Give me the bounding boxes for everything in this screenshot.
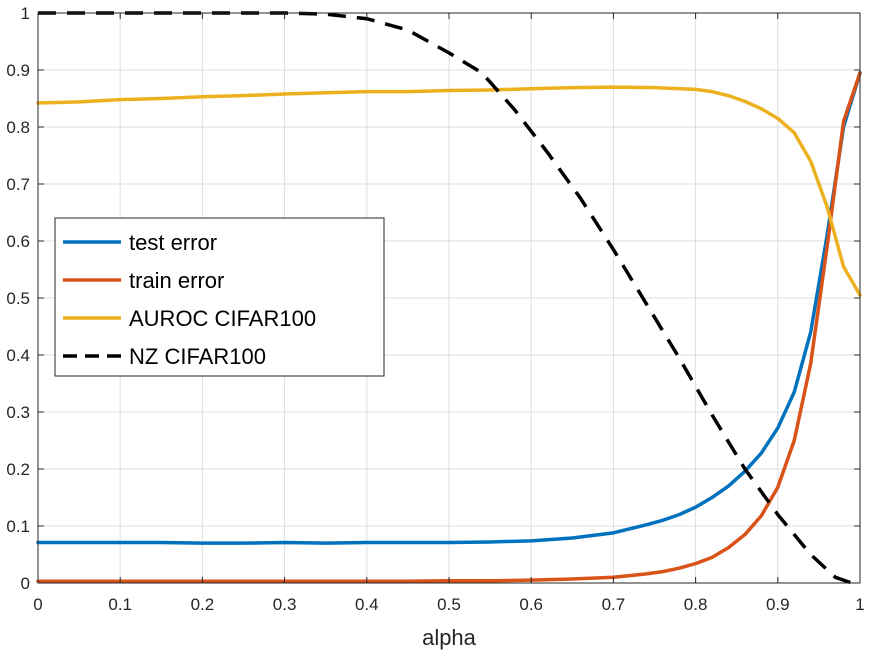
x-tick-label: 0.2: [191, 595, 215, 614]
y-tick-label: 0.6: [6, 232, 30, 251]
y-tick-label: 0.2: [6, 460, 30, 479]
x-axis-label: alpha: [422, 625, 477, 650]
x-tick-label: 0.7: [602, 595, 626, 614]
y-tick-label: 0: [21, 574, 30, 593]
legend-label-1: train error: [129, 268, 224, 293]
y-tick-label: 0.3: [6, 403, 30, 422]
legend-box: [54, 217, 385, 377]
x-tick-label: 0.8: [684, 595, 708, 614]
y-tick-label: 0.7: [6, 175, 30, 194]
series-lines: [36, 11, 862, 585]
series-line-2: [36, 85, 862, 297]
series-line-1: [36, 71, 862, 584]
x-tick-label: 0.5: [437, 595, 461, 614]
legend-label-0: test error: [129, 230, 217, 255]
y-tick-label: 1: [21, 4, 30, 23]
series-line-0: [36, 71, 862, 545]
y-tick-label: 0.4: [6, 346, 30, 365]
x-tick-label: 0: [33, 595, 42, 614]
series-line-3: [38, 11, 860, 585]
x-tick-label: 0.3: [273, 595, 297, 614]
legend: test error train error AUROC CIFAR100 NZ CI…: [54, 217, 385, 377]
y-tick-label: 0.9: [6, 61, 30, 80]
tick-labels: 0 0.1 0.2 0.3 0.4 0.5 0.6 0.7 0.8 0.9 1 0 0.1 0.2 0.3 0…: [6, 4, 864, 614]
x-tick-label: 0.6: [519, 595, 543, 614]
y-tick-label: 0.1: [6, 517, 30, 536]
x-tick-label: 0.4: [355, 595, 379, 614]
legend-label-3: NZ CIFAR100: [129, 344, 266, 369]
y-tick-label: 0.5: [6, 289, 30, 308]
legend-label-2: AUROC CIFAR100: [129, 306, 316, 331]
y-tick-label: 0.8: [6, 118, 30, 137]
x-tick-label: 1: [855, 595, 864, 614]
x-tick-label: 0.1: [108, 595, 132, 614]
x-tick-label: 0.9: [766, 595, 790, 614]
